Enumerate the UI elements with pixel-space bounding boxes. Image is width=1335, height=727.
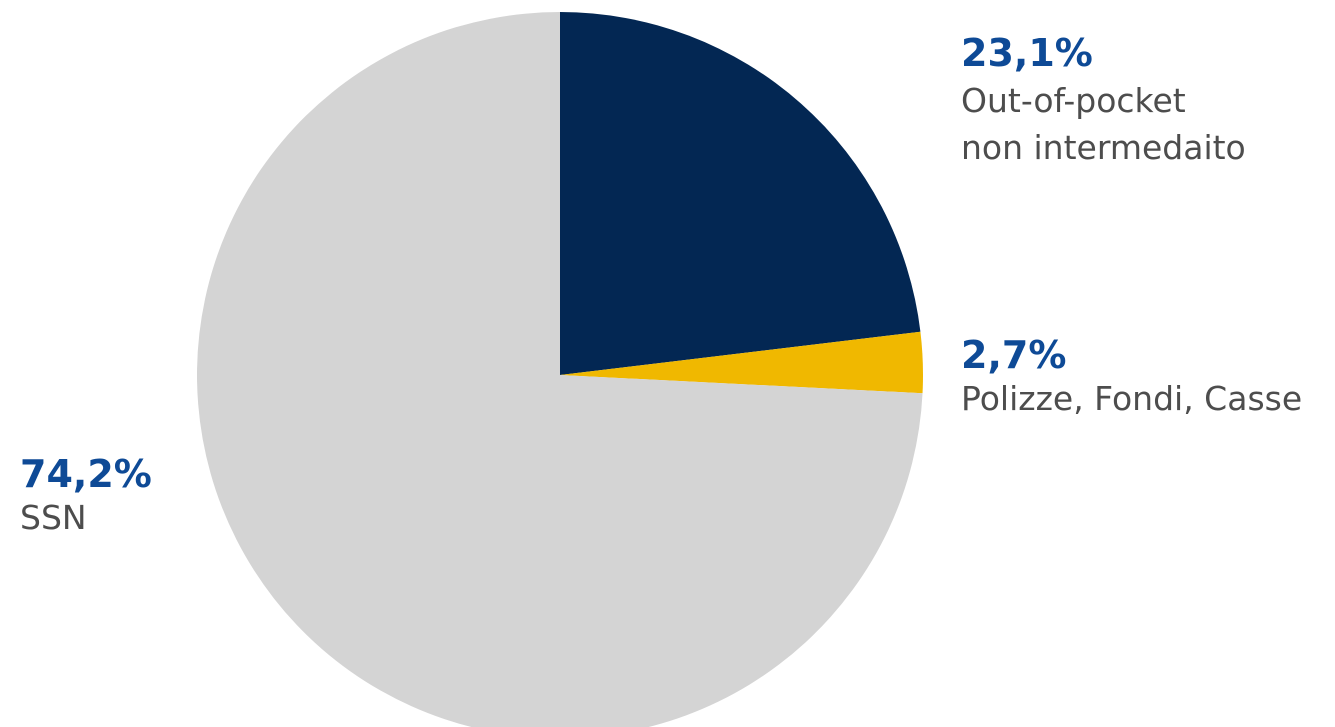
value-label-polizze: 2,7% [961, 333, 1067, 377]
slice-label-out-of-pocket: 23,1% Out-of-pocket non intermedaito [961, 31, 1246, 171]
value-label-ssn: 74,2% [20, 452, 152, 496]
slice-label-polizze: 2,7% Polizze, Fondi, Casse [961, 333, 1302, 418]
pie-slice-polizze [560, 331, 923, 394]
pie-slice-out-of-pocket [560, 12, 921, 375]
category-label-ssn: SSN [20, 497, 87, 537]
pie-slice-ssn [196, 12, 923, 727]
category-label-polizze: Polizze, Fondi, Casse [961, 378, 1303, 418]
category-label-out-of-pocket-line-2: non intermedaito [961, 127, 1246, 167]
slice-label-ssn: 74,2% SSN [20, 452, 152, 537]
value-label-out-of-pocket: 23,1% [961, 31, 1093, 75]
category-label-out-of-pocket-line-1: Out-of-pocket [961, 80, 1186, 120]
